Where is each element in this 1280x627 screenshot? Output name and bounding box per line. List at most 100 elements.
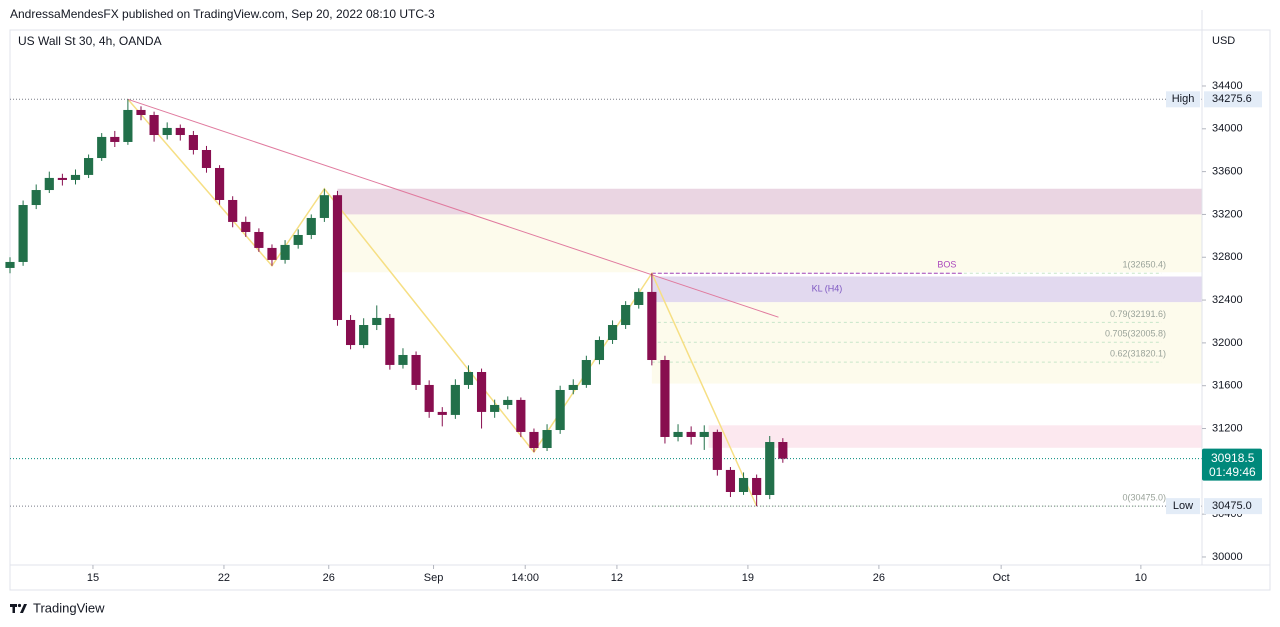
x-tick-label: 22	[218, 572, 230, 584]
high-price-box	[1204, 91, 1262, 108]
candle-body	[149, 114, 159, 136]
low-name: Low	[1173, 500, 1193, 512]
bos-label: BOS	[937, 260, 956, 270]
y-axis-label: USD	[1212, 35, 1235, 47]
candle-body	[332, 195, 343, 320]
high-name-box	[1166, 91, 1200, 108]
high-price: 34275.6	[1212, 93, 1252, 105]
x-tick-label: 15	[87, 572, 99, 584]
candle-body	[5, 261, 15, 268]
x-tick-label: 26	[873, 572, 885, 584]
x-tick-label: 26	[323, 572, 335, 584]
candle-body	[555, 389, 565, 431]
low-price: 30475.0	[1212, 500, 1252, 512]
candle-body	[568, 384, 578, 390]
candle-body	[712, 431, 722, 470]
fib-label: 0.62(31820.1)	[1110, 349, 1166, 359]
fib-label: 0.705(32005.8)	[1105, 329, 1166, 339]
candle-body	[398, 354, 408, 365]
candle-body	[84, 158, 94, 175]
frame	[9, 29, 1271, 591]
countdown: 01:49:46	[1209, 465, 1256, 479]
zone	[708, 425, 1202, 448]
y-tick-label: 33600	[1212, 166, 1243, 178]
candle-body	[136, 109, 146, 115]
y-tick-label: 33200	[1212, 208, 1243, 220]
y-tick-label: 30000	[1212, 551, 1243, 563]
candle-body	[162, 127, 172, 136]
candle-body	[634, 291, 644, 305]
y-tick-label: 34400	[1212, 80, 1243, 92]
last-price-box	[1202, 448, 1262, 481]
header: AndressaMendesFX published on TradingVie…	[10, 7, 435, 21]
candle-body	[411, 354, 421, 385]
candle-body	[18, 205, 28, 262]
candle-body	[175, 127, 185, 136]
candle-body	[123, 109, 133, 142]
candle-body	[738, 477, 749, 492]
candle-body	[673, 431, 683, 437]
candle-body	[686, 431, 696, 437]
candle-body	[293, 234, 303, 245]
candle-body	[778, 442, 788, 459]
y-tick-label: 31200	[1212, 422, 1243, 434]
candle-body	[581, 360, 591, 385]
candle-body	[254, 231, 264, 248]
candle-body	[44, 177, 54, 191]
candle-body	[476, 372, 487, 412]
footer-brand: TradingView	[33, 600, 105, 615]
candle-body	[463, 372, 474, 385]
candle-body	[372, 317, 382, 326]
candle-body	[188, 135, 198, 150]
zigzag-line	[127, 98, 758, 507]
candle-body	[594, 339, 605, 361]
chart-title: US Wall St 30, 4h, OANDA	[18, 34, 162, 48]
candle-body	[516, 399, 526, 432]
candle-body	[437, 411, 447, 415]
x-tick-label: 14:00	[511, 572, 539, 584]
zone	[651, 302, 1202, 384]
candle-body	[765, 442, 775, 495]
fib-label: 0.79(32191.6)	[1110, 309, 1166, 319]
candle-body	[280, 244, 290, 260]
candle-body	[359, 325, 369, 346]
candle-body	[725, 469, 736, 492]
candle-body	[267, 247, 277, 260]
candle-body	[214, 167, 225, 200]
candle-body	[450, 384, 460, 415]
x-tick-label: 10	[1135, 572, 1147, 584]
zone	[337, 214, 1202, 273]
candle-body	[660, 360, 670, 437]
last-price: 30918.5	[1211, 451, 1255, 465]
candle-body	[424, 384, 434, 412]
candle-body	[31, 190, 41, 206]
candle-body	[201, 149, 212, 168]
candle-body	[319, 195, 329, 218]
x-tick-label: 19	[742, 572, 754, 584]
candle-body	[699, 431, 709, 437]
candle-body	[306, 217, 316, 235]
y-tick-label: 32800	[1212, 251, 1243, 263]
zone-label: KL (H4)	[812, 284, 843, 294]
trend-line	[127, 98, 779, 318]
y-tick-label: 32000	[1212, 337, 1243, 349]
candle-body	[57, 177, 67, 180]
candle-body	[529, 431, 539, 449]
candle-body	[490, 404, 500, 412]
candle-body	[70, 174, 81, 180]
candle-body	[621, 304, 631, 326]
zone	[651, 276, 1202, 303]
x-tick-label: Sep	[424, 572, 444, 584]
y-tick-label: 34000	[1212, 123, 1243, 135]
zone	[337, 188, 1202, 215]
low-name-box	[1166, 498, 1200, 515]
candle-body	[607, 325, 618, 340]
x-tick-label: 12	[611, 572, 623, 584]
candle-body	[228, 199, 238, 222]
candle-body	[110, 136, 120, 142]
candle-body	[97, 136, 107, 159]
candle-body	[345, 319, 356, 346]
candle-body	[503, 399, 513, 405]
